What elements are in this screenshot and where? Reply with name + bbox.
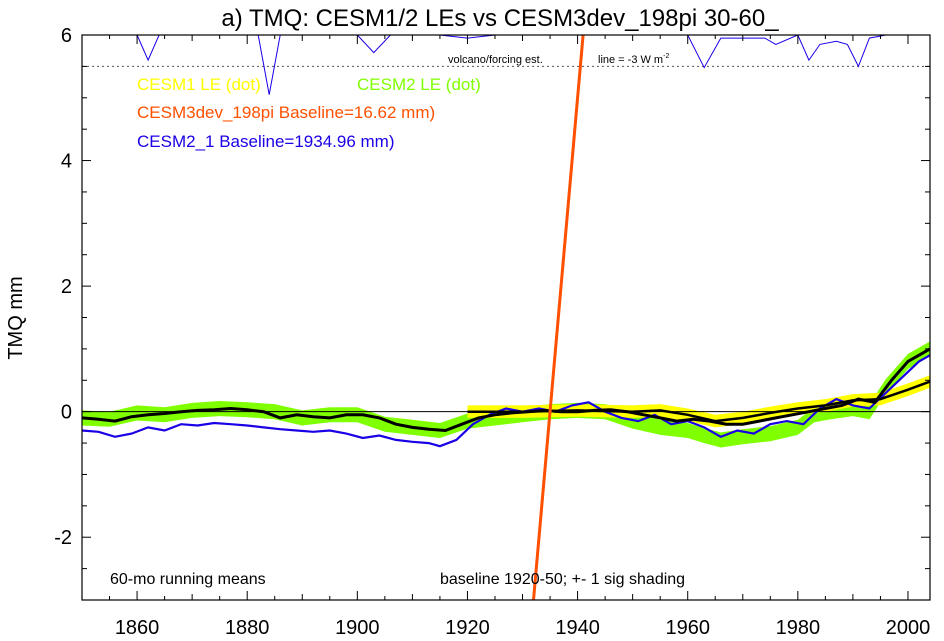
y-tick-label: 2	[61, 276, 72, 298]
x-tick-label: 1880	[225, 617, 270, 639]
x-tick-label: 2000	[886, 617, 931, 639]
x-tick-label: 1860	[115, 617, 160, 639]
chart-title: a) TMQ: CESM1/2 LEs vs CESM3dev_198pi 30…	[221, 5, 779, 32]
y-tick-label: 4	[61, 151, 72, 173]
line-note: line = -3 W m-2	[598, 53, 669, 66]
series-line-cesm3dev	[532, 35, 585, 600]
baseline-note: baseline 1920-50; +- 1 sig shading	[440, 571, 685, 588]
series-line-cesm2-1	[82, 354, 930, 448]
legend-cesm2-1: CESM2_1 Baseline=1934.96 mm)	[137, 132, 395, 151]
band-cesm1-le	[467, 375, 930, 428]
y-tick-label: 6	[61, 25, 72, 47]
x-tick-label: 1980	[776, 617, 821, 639]
series-line-volcano	[82, 35, 930, 95]
spread-bands	[82, 341, 930, 448]
legend-cesm2-le: CESM2 LE (dot)	[357, 75, 481, 94]
series-line-cesm1-mean	[467, 380, 930, 423]
volcano-annotation: volcano/forcing est.	[448, 54, 543, 66]
line-note-text: line = -3 W m	[598, 54, 663, 66]
x-tick-label: 1900	[335, 617, 380, 639]
band-cesm2-le	[82, 341, 930, 448]
legend-cesm3dev: CESM3dev_198pi Baseline=16.62 mm)	[137, 103, 435, 122]
y-tick-label: -2	[54, 527, 72, 549]
y-tick-label: 0	[61, 402, 72, 424]
series-lines	[82, 35, 930, 600]
y-axis-label: TMQ mm	[5, 276, 27, 359]
x-tick-label: 1940	[555, 617, 600, 639]
y-axis: -2 0 2 4 6	[54, 25, 930, 601]
running-means-note: 60-mo running means	[110, 571, 266, 588]
series-line-ensemble-mean	[82, 347, 930, 433]
x-axis: 1860 1880 1900 1920 1940 1960 1980 2000	[81, 35, 931, 639]
legend-cesm1-le: CESM1 LE (dot)	[137, 75, 261, 94]
line-note-sup: -2	[663, 53, 669, 60]
x-tick-label: 1960	[665, 617, 710, 639]
x-tick-label: 1920	[445, 617, 490, 639]
